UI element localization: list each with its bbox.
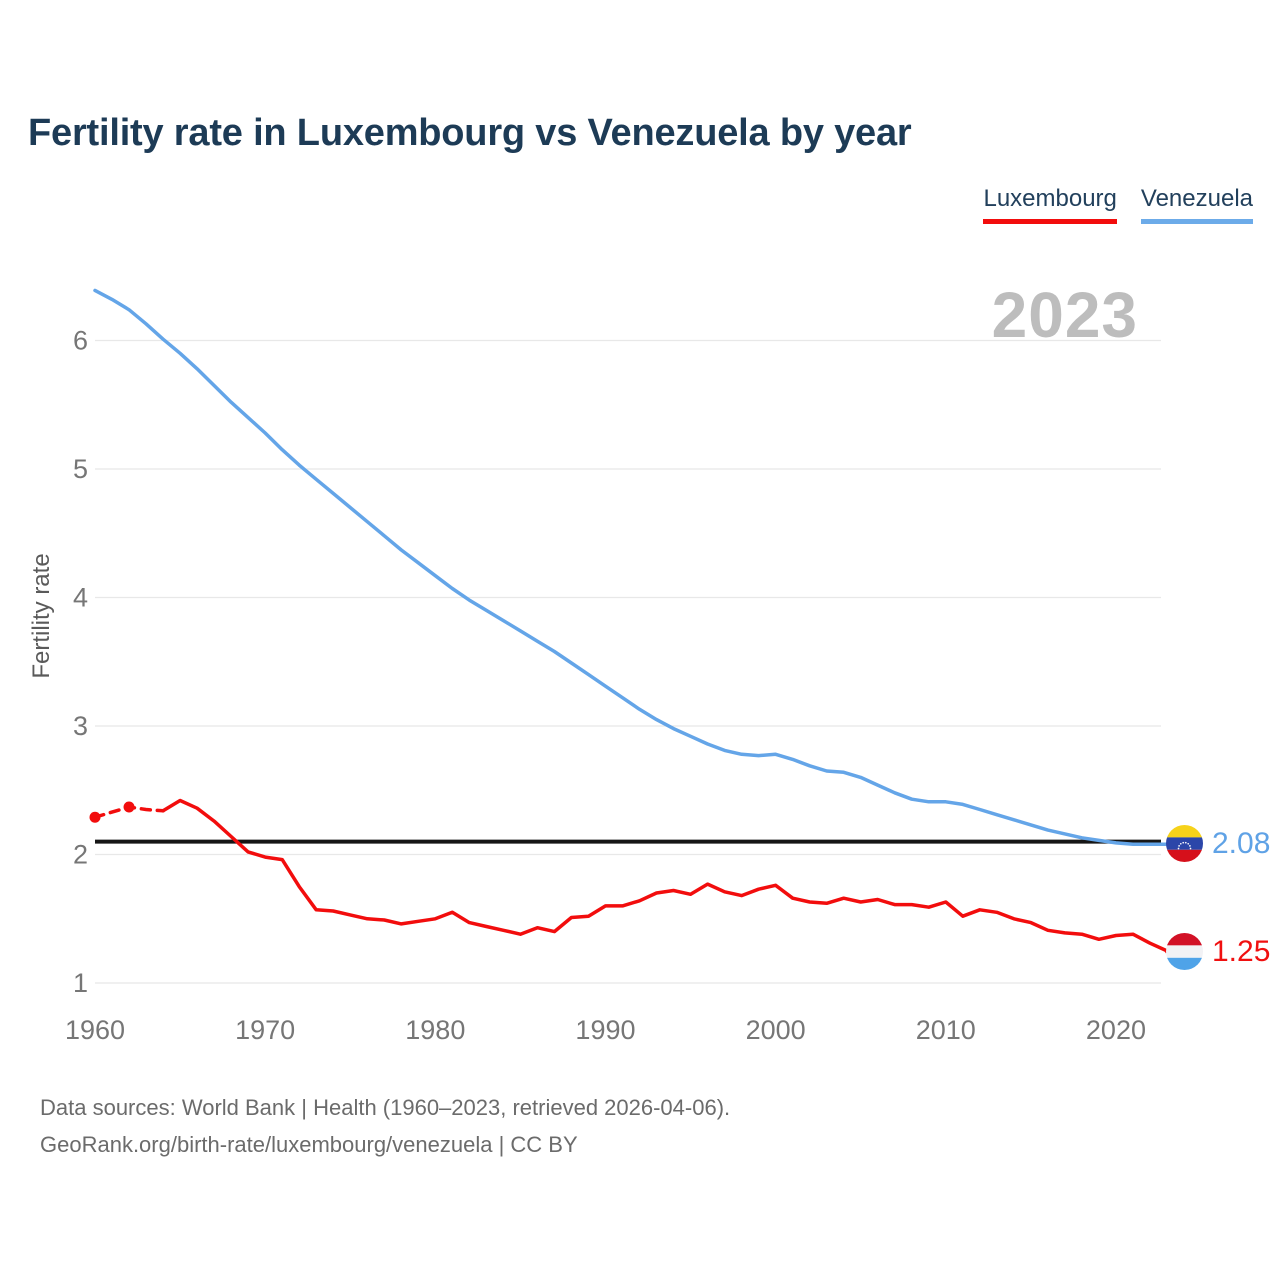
x-tick-label: 2010: [916, 1015, 976, 1045]
y-tick-label: 4: [73, 583, 88, 613]
y-tick-label: 2: [73, 840, 88, 870]
venezuela-flag-icon: [1166, 825, 1203, 862]
legend-item-luxembourg[interactable]: Luxembourg: [983, 185, 1117, 224]
x-tick-label: 2000: [746, 1015, 806, 1045]
legend: Luxembourg Venezuela: [983, 185, 1253, 224]
x-tick-label: 1980: [405, 1015, 465, 1045]
watermark-year: 2023: [991, 279, 1138, 351]
y-tick-label: 1: [73, 968, 88, 998]
footer-attribution-line: GeoRank.org/birth-rate/luxembourg/venezu…: [40, 1132, 578, 1157]
footer-sources-line: Data sources: World Bank | Health (1960–…: [40, 1095, 731, 1120]
x-tick-label: 1960: [65, 1015, 125, 1045]
y-tick-label: 5: [73, 454, 88, 484]
luxembourg-line: [161, 798, 1169, 953]
venezuela-end-value: 2.08: [1212, 826, 1271, 860]
footer: Data sources: World Bank | Health (1960–…: [40, 1089, 730, 1163]
data-point-marker: [89, 811, 101, 823]
y-tick-label: 6: [73, 326, 88, 356]
luxembourg-end-value: 1.25: [1212, 934, 1271, 968]
luxembourg-flag-icon: [1166, 933, 1203, 970]
x-tick-label: 2020: [1086, 1015, 1146, 1045]
venezuela-end-label: 2.08: [1166, 825, 1270, 862]
luxembourg-end-label: 1.25: [1166, 933, 1270, 970]
x-tick-label: 1990: [575, 1015, 635, 1045]
y-tick-label: 3: [73, 711, 88, 741]
legend-item-venezuela[interactable]: Venezuela: [1140, 185, 1253, 224]
data-point-marker: [123, 801, 135, 813]
x-tick-label: 1970: [235, 1015, 295, 1045]
page-title: Fertility rate in Luxembourg vs Venezuel…: [28, 112, 912, 154]
venezuela-line: [93, 288, 1169, 846]
